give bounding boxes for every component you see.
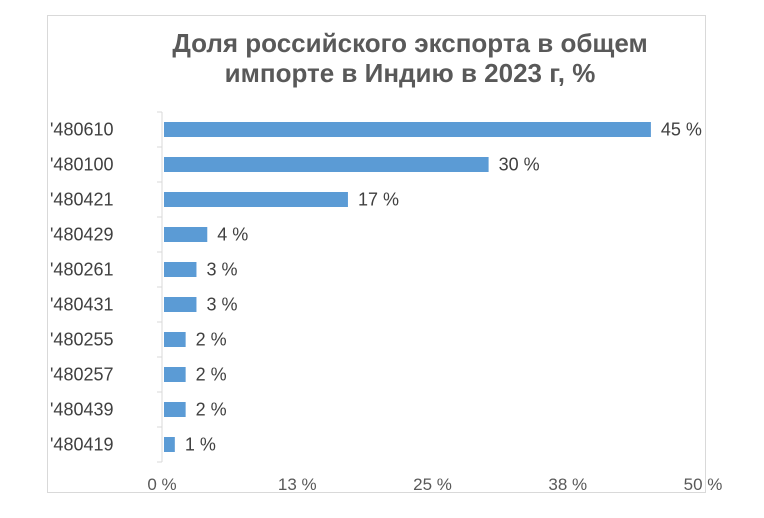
category-label: '480419 [50,435,114,455]
bar [164,367,186,382]
bar [164,227,208,242]
category-label: '480421 [50,190,114,210]
bar [164,122,651,137]
chart-title: Доля российского экспорта в общем импорт… [172,28,648,88]
data-label: 17 % [358,190,399,210]
data-label: 4 % [217,225,248,245]
x-tick-label: 13 % [278,475,317,494]
bar [164,297,197,312]
data-label: 3 % [206,260,237,280]
data-label: 2 % [196,330,227,350]
category-label: '480439 [50,400,114,420]
data-label: 3 % [206,295,237,315]
bar [164,192,348,207]
data-label: 30 % [499,155,540,175]
category-label: '480429 [50,225,114,245]
category-label: '480610 [50,120,114,140]
x-tick-label: 38 % [548,475,587,494]
data-label: 1 % [185,435,216,455]
x-tick-label: 0 % [147,475,176,494]
data-label: 2 % [196,365,227,385]
category-label: '480431 [50,295,114,315]
category-label: '480257 [50,365,114,385]
bar [164,262,197,277]
category-label: '480100 [50,155,114,175]
x-tick-label: 25 % [413,475,452,494]
data-label: 45 % [661,120,702,140]
category-label: '480261 [50,260,114,280]
bar [164,332,186,347]
category-label: '480255 [50,330,114,350]
bar [164,437,175,452]
x-tick-label: 50 % [684,475,723,494]
bar [164,402,186,417]
data-label: 2 % [196,400,227,420]
bar [164,157,489,172]
chart-frame [47,15,706,493]
